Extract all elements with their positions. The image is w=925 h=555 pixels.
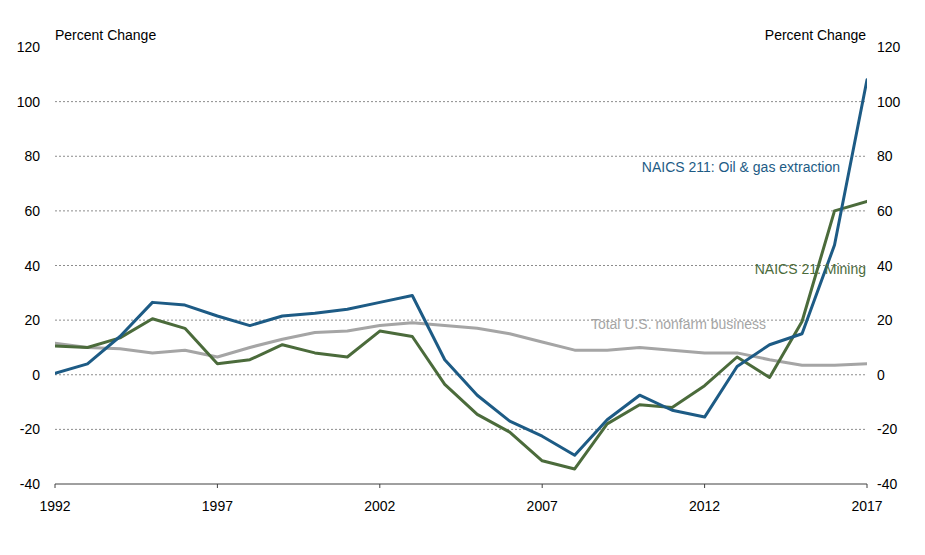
x-tick-label: 1992 <box>39 498 70 514</box>
x-tick <box>542 484 543 488</box>
y2-tick-label: 80 <box>877 148 893 164</box>
y-tick-label: 40 <box>24 258 40 274</box>
y2-tick-label: 120 <box>877 39 901 55</box>
y2-tick-label: 100 <box>877 94 901 110</box>
chart: 1992 1997 2002 2007 2012 2017 -40 -20 0 20 40 60 80 1… <box>0 0 925 555</box>
grid-line <box>55 374 867 375</box>
grid-line <box>55 210 867 211</box>
x-tick-label: 2007 <box>527 498 558 514</box>
lines <box>55 80 867 469</box>
y-tick-label: -40 <box>20 476 40 492</box>
y-tick-label: 20 <box>24 312 40 328</box>
y2-tick-label: 60 <box>877 203 893 219</box>
y2-tick-label: -20 <box>877 421 897 437</box>
series-label: Total U.S. nonfarm business <box>591 316 766 332</box>
grid-line <box>55 156 867 157</box>
grid-line <box>55 429 867 430</box>
grid-line <box>55 101 867 102</box>
series-line <box>55 80 867 456</box>
y-tick-label: 80 <box>24 148 40 164</box>
x-tick-label: 1997 <box>202 498 233 514</box>
x-axis-line <box>55 484 867 485</box>
x-tick <box>704 484 705 488</box>
y2-tick-label: 40 <box>877 258 893 274</box>
x-tick <box>867 484 868 488</box>
x-tick <box>379 484 380 488</box>
x-tick-label: 2012 <box>689 498 720 514</box>
x-tick-label: 2017 <box>851 498 882 514</box>
y-tick-label: 60 <box>24 203 40 219</box>
y-axis-title: Percent Change <box>55 27 156 43</box>
series-label: NAICS 21: Mining <box>755 261 866 277</box>
x-tick <box>217 484 218 488</box>
y-tick-label: -20 <box>20 421 40 437</box>
y-tick-label: 120 <box>17 39 41 55</box>
x-tick <box>55 484 56 488</box>
y-tick-label: 0 <box>32 367 40 383</box>
x-tick-label: 2002 <box>364 498 395 514</box>
y2-tick-label: -40 <box>877 476 897 492</box>
y2-tick-label: 0 <box>877 367 885 383</box>
grid <box>55 102 867 430</box>
y2-axis-title: Percent Change <box>765 27 866 43</box>
grid-line <box>55 265 867 266</box>
series-label: NAICS 211: Oil & gas extraction <box>642 159 840 175</box>
y-tick-label: 100 <box>17 94 41 110</box>
y2-tick-label: 20 <box>877 312 893 328</box>
series-line <box>55 201 867 469</box>
